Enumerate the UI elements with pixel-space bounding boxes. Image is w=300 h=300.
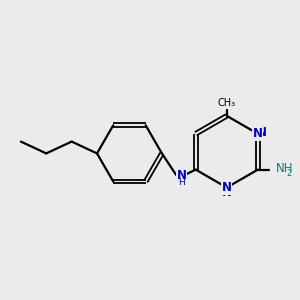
Text: N: N xyxy=(222,181,232,194)
Text: CH₃: CH₃ xyxy=(218,98,236,108)
Text: N: N xyxy=(176,169,186,182)
Text: NH: NH xyxy=(276,162,294,175)
Text: N: N xyxy=(222,186,232,199)
Text: N: N xyxy=(253,127,263,140)
Text: N: N xyxy=(257,126,267,139)
Text: 2: 2 xyxy=(286,169,292,178)
Text: H: H xyxy=(178,178,185,187)
